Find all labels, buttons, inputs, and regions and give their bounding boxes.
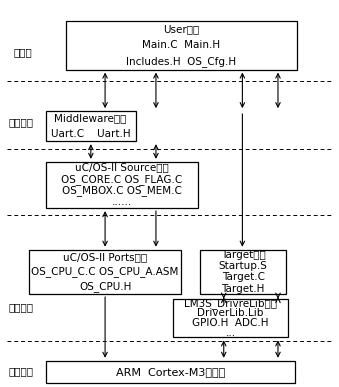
Text: OS_MBOX.C OS_MEM.C: OS_MBOX.C OS_MEM.C bbox=[62, 185, 182, 196]
Text: Includes.H  OS_Cfg.H: Includes.H OS_Cfg.H bbox=[126, 56, 236, 67]
Text: ARM  Cortex-M3目标板: ARM Cortex-M3目标板 bbox=[116, 367, 225, 377]
Text: 驱动库层: 驱动库层 bbox=[9, 303, 34, 313]
Text: DriverLib.Lib: DriverLib.Lib bbox=[197, 308, 264, 318]
Text: 硬件电路: 硬件电路 bbox=[9, 366, 34, 376]
Text: OS_CORE.C OS_FLAG.C: OS_CORE.C OS_FLAG.C bbox=[61, 174, 183, 185]
Bar bbox=[46, 162, 198, 208]
Text: uC/OS-II Ports目录: uC/OS-II Ports目录 bbox=[63, 252, 147, 262]
Text: Uart.C    Uart.H: Uart.C Uart.H bbox=[51, 129, 131, 139]
Bar bbox=[46, 111, 136, 141]
Text: Target目录: Target目录 bbox=[221, 250, 266, 260]
Text: ......: ...... bbox=[112, 197, 132, 207]
Text: GPIO.H  ADC.H: GPIO.H ADC.H bbox=[192, 318, 269, 328]
Bar bbox=[200, 250, 286, 294]
Bar bbox=[173, 299, 288, 337]
Text: 用户层: 用户层 bbox=[14, 47, 33, 57]
Text: 中间件层: 中间件层 bbox=[9, 117, 34, 127]
Text: Main.C  Main.H: Main.C Main.H bbox=[142, 41, 220, 50]
Text: Startup.S: Startup.S bbox=[219, 261, 268, 271]
Text: ...: ... bbox=[225, 328, 236, 337]
Text: OS_CPU.H: OS_CPU.H bbox=[79, 281, 131, 292]
Text: OS_CPU_C.C OS_CPU_A.ASM: OS_CPU_C.C OS_CPU_A.ASM bbox=[32, 266, 179, 277]
Bar bbox=[46, 361, 295, 383]
Text: Target.H: Target.H bbox=[222, 284, 265, 294]
Text: User目录: User目录 bbox=[163, 24, 199, 34]
Text: uC/OS-II Source目录: uC/OS-II Source目录 bbox=[75, 163, 169, 173]
Bar bbox=[29, 250, 181, 294]
Text: Middleware目录: Middleware目录 bbox=[55, 114, 127, 123]
Text: Target.C: Target.C bbox=[222, 272, 265, 283]
Bar bbox=[66, 21, 297, 70]
Text: LM3S_DrivreLib目录: LM3S_DrivreLib目录 bbox=[184, 298, 277, 309]
